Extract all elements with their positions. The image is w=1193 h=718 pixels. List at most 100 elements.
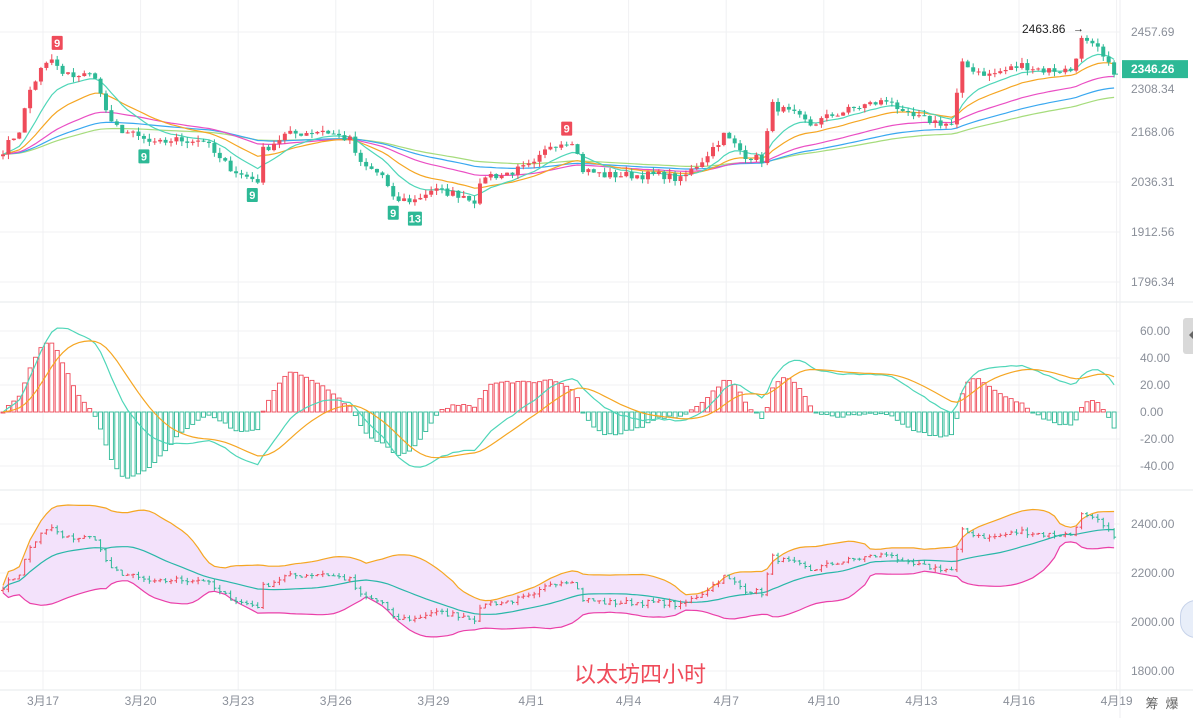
- macd-histogram-bar: [16, 395, 22, 413]
- candle: [87, 73, 92, 75]
- macd-histogram-bar: [602, 411, 608, 436]
- x-axis-label: 3月17: [27, 694, 59, 708]
- macd-histogram-bar: [1019, 402, 1025, 413]
- macd-histogram-bar: [656, 411, 662, 418]
- macd-histogram-bar: [515, 381, 521, 413]
- candle: [277, 140, 282, 144]
- td-marker-label: 9: [54, 38, 60, 50]
- candle: [402, 198, 407, 201]
- candle: [472, 200, 477, 204]
- macd-histogram-bar: [244, 411, 250, 432]
- candle: [244, 174, 249, 177]
- candle: [862, 104, 867, 109]
- candle: [673, 173, 678, 182]
- td-marker-buy: [407, 211, 422, 226]
- candle: [738, 143, 743, 151]
- macd-histogram-bar: [276, 382, 282, 413]
- macd-histogram-bar: [775, 381, 781, 413]
- macd-histogram-bar: [428, 411, 434, 424]
- td-marker-sell: [561, 121, 573, 136]
- macd-histogram-bar: [553, 381, 559, 413]
- footer-tool-icon-1[interactable]: 爆: [1165, 696, 1178, 711]
- candle: [591, 169, 596, 173]
- candle: [965, 61, 970, 68]
- candle: [570, 144, 575, 146]
- candle: [797, 110, 802, 115]
- macd-histogram-bar: [130, 411, 136, 477]
- candle: [429, 190, 434, 195]
- candle: [683, 174, 688, 177]
- macd-histogram-bar: [596, 411, 602, 432]
- macd-histogram-bar: [455, 404, 461, 413]
- macd-histogram-bar: [1030, 411, 1036, 414]
- candle: [916, 115, 921, 117]
- candle: [1057, 71, 1062, 73]
- candle: [824, 114, 829, 119]
- candle: [1101, 46, 1106, 57]
- candle: [320, 130, 325, 132]
- macd-histogram-bar: [266, 399, 272, 413]
- candle: [998, 71, 1003, 74]
- candle: [331, 133, 336, 135]
- candle: [201, 140, 206, 142]
- macd-histogram-bar: [591, 411, 597, 428]
- macd-histogram-bar: [98, 411, 104, 430]
- candle: [575, 144, 580, 154]
- panel-collapse-handle[interactable]: [1183, 318, 1193, 354]
- macd-histogram-bar: [688, 409, 694, 413]
- candle: [976, 71, 981, 73]
- footer-tool-icon-0[interactable]: 筹: [1145, 696, 1158, 711]
- candle: [580, 153, 585, 173]
- candle: [895, 102, 900, 110]
- candle: [830, 114, 835, 116]
- ma-line-10: [2, 53, 1115, 197]
- candle: [440, 188, 445, 190]
- boll-axis-tick: 1800.00: [1131, 664, 1175, 678]
- candle: [656, 171, 661, 175]
- td-marker-label: 13: [409, 214, 421, 226]
- macd-histogram-bar: [970, 378, 976, 413]
- macd-histogram-bar: [228, 411, 234, 429]
- candle: [169, 141, 174, 143]
- macd-histogram-bar: [439, 408, 445, 413]
- candle: [456, 190, 461, 198]
- macd-histogram-bar: [347, 405, 353, 413]
- candle: [326, 130, 331, 134]
- macd-histogram-bar: [992, 389, 998, 413]
- macd-histogram-bar: [726, 380, 732, 413]
- candle: [602, 172, 607, 178]
- candle: [234, 171, 239, 174]
- bollinger-upper-line: [2, 504, 1115, 602]
- candle: [537, 154, 542, 162]
- candle: [185, 141, 190, 143]
- candle: [250, 176, 255, 180]
- candle: [727, 132, 732, 139]
- macd-histogram-bar: [645, 411, 651, 424]
- macd-histogram-bar: [1041, 411, 1047, 420]
- candle: [1090, 40, 1095, 44]
- macd-histogram-bar: [119, 411, 125, 477]
- candle: [38, 67, 43, 82]
- price-axis-tick: 2168.06: [1131, 125, 1175, 139]
- candle: [109, 110, 114, 122]
- x-axis-label: 4月4: [616, 694, 642, 708]
- candle: [765, 131, 770, 164]
- macd-histogram-bar: [385, 411, 391, 448]
- candle: [819, 118, 824, 125]
- candle: [944, 123, 949, 126]
- candle: [418, 197, 423, 200]
- macd-histogram-bar: [759, 411, 765, 419]
- candle: [1014, 66, 1019, 68]
- macd-histogram-bar: [1111, 411, 1117, 429]
- candle: [526, 163, 531, 166]
- candle: [163, 139, 168, 143]
- macd-histogram-bar: [770, 387, 776, 413]
- macd-histogram-bar: [71, 385, 76, 413]
- candle: [705, 156, 710, 163]
- candle: [288, 130, 293, 134]
- bollinger-lower-line: [2, 541, 1115, 638]
- candle: [131, 131, 136, 133]
- candle: [1003, 70, 1008, 72]
- candle: [1019, 63, 1024, 68]
